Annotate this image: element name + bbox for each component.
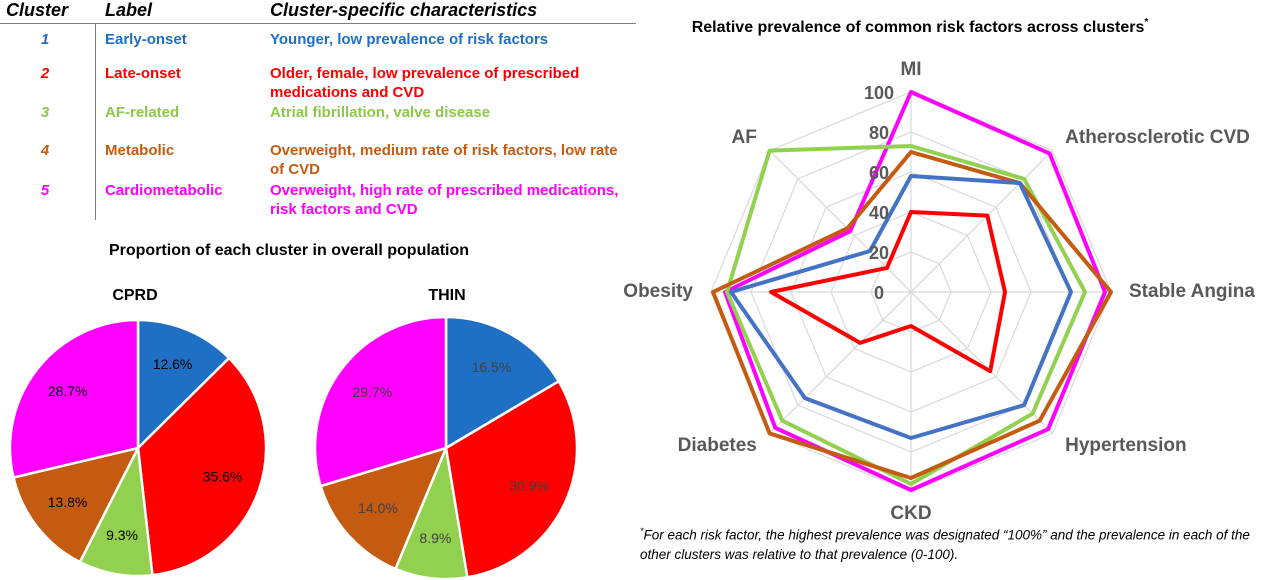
radar-line (769, 210, 1007, 374)
cluster-characteristics: Younger, low prevalence of risk factors (270, 31, 549, 48)
r-tick-label: 20 (869, 243, 889, 263)
cluster-number: 5 (40, 182, 50, 199)
chart-title-text: Relative prevalence of common risk facto… (692, 19, 1145, 36)
cluster-number: 3 (40, 104, 50, 121)
chart-title: Relative prevalence of common risk facto… (692, 17, 1149, 37)
footnote-text: For each risk factor, the highest preval… (640, 527, 1250, 562)
pie-slice (444, 315, 561, 451)
spoke (769, 291, 912, 434)
r-tick-label: 0 (874, 283, 884, 303)
radar-line (729, 174, 1073, 440)
pie-slice (136, 318, 231, 451)
footnote-marker: * (640, 526, 644, 536)
cluster-number: 2 (40, 65, 50, 82)
spoke (910, 291, 1053, 434)
axis-label: Obesity (623, 281, 693, 302)
axis-label: AF (732, 127, 757, 148)
pie-slice (11, 446, 141, 564)
pie-title: THIN (428, 287, 465, 304)
slice-label: 35.6% (203, 469, 243, 485)
slice-label: 9.3% (106, 527, 138, 543)
slice-label: 8.9% (419, 530, 451, 546)
cluster-label: Metabolic (105, 142, 175, 159)
r-tick-label: 80 (869, 123, 889, 143)
spoke (910, 150, 1053, 293)
cluster-characteristics: Overweight, medium rate of risk factors,… (270, 142, 618, 178)
pie-slice (319, 446, 449, 571)
axis-label: Hypertension (1065, 435, 1186, 456)
axis-label: Diabetes (678, 435, 757, 456)
radar-line (723, 90, 1107, 492)
cluster-label: AF-related (105, 104, 180, 121)
column-rule (95, 24, 96, 220)
cluster-label: Late-onset (105, 65, 181, 82)
cluster-characteristics: Older, female, low prevalence of prescri… (270, 65, 580, 101)
slice-label: 14.0% (358, 500, 398, 516)
cluster-characteristics: Overweight, high rate of prescribed medi… (270, 182, 619, 218)
slice-label: 28.7% (48, 383, 88, 399)
footnote: *For each risk factor, the highest preva… (640, 522, 1280, 564)
cluster-label: Early-onset (105, 31, 187, 48)
cluster-characteristics: Atrial fibrillation, valve disease (270, 104, 491, 121)
slice-label: 30.9% (509, 477, 549, 493)
r-tick-label: 40 (869, 203, 889, 223)
radar-line (725, 144, 1087, 486)
table-header: Label (105, 0, 153, 20)
r-tick-label: 60 (869, 163, 889, 183)
pie-slice (136, 356, 268, 577)
axis-label: CKD (890, 503, 931, 524)
slice-label: 13.8% (48, 494, 88, 510)
axis-label: Stable Angina (1129, 281, 1255, 302)
cluster-number: 1 (40, 31, 50, 48)
pie-slice (313, 315, 448, 488)
pie-slice (444, 379, 579, 579)
radar-line (711, 150, 1113, 480)
section-title: Proportion of each cluster in overall po… (109, 242, 469, 259)
title-marker: * (1144, 17, 1148, 28)
table-header: Cluster-specific characteristics (270, 0, 538, 20)
cluster-label: Cardiometabolic (105, 182, 223, 199)
r-tick-label: 100 (864, 83, 894, 103)
header-rule (0, 23, 636, 24)
table-header: Cluster (6, 0, 69, 20)
axis-label: Atherosclerotic CVD (1065, 127, 1250, 148)
axis-label: MI (900, 59, 921, 80)
slice-label: 12.6% (153, 356, 193, 372)
slice-label: 29.7% (352, 384, 392, 400)
pie-slice (8, 318, 140, 479)
pie-title: CPRD (112, 287, 157, 304)
cluster-number: 4 (40, 142, 50, 159)
slice-label: 16.5% (472, 359, 512, 375)
